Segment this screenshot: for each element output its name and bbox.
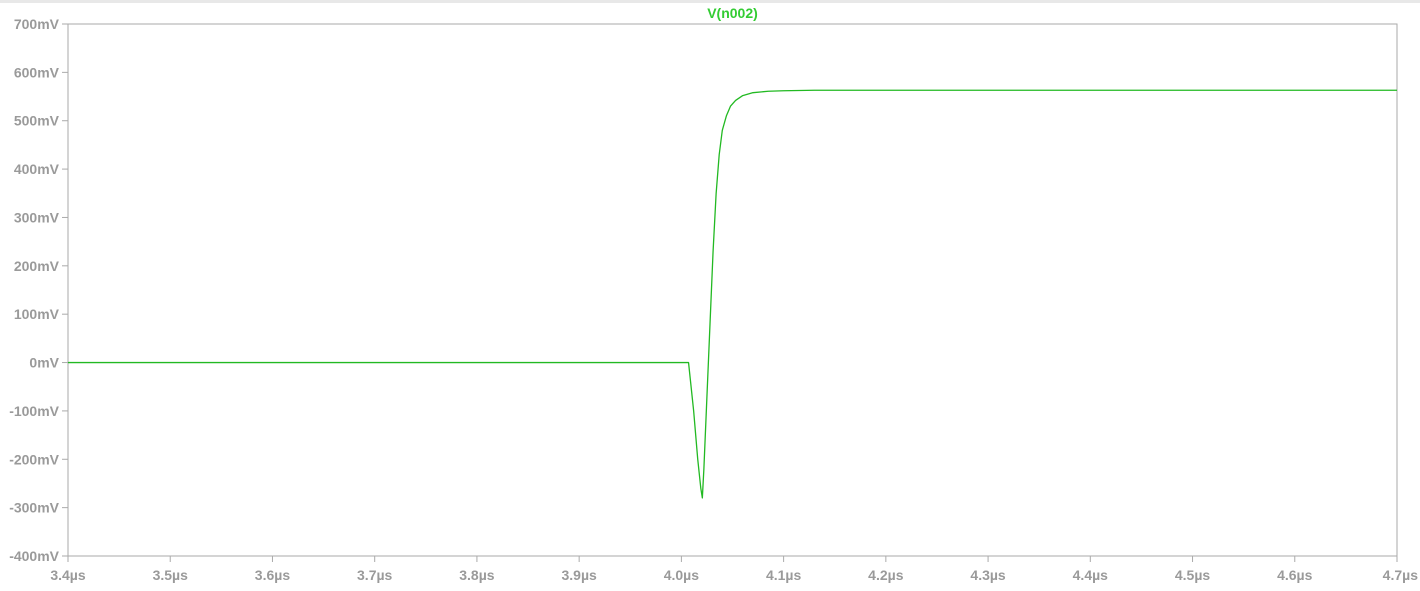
x-tick-label: 4.7µs (1383, 567, 1419, 583)
x-tick-label: 4.0µs (664, 567, 700, 583)
y-tick-label: 700mV (14, 16, 60, 32)
x-tick-label: 4.4µs (1073, 567, 1109, 583)
x-tick-label: 4.5µs (1175, 567, 1211, 583)
y-tick-label: 600mV (14, 64, 60, 80)
x-tick-label: 3.5µs (153, 567, 189, 583)
x-tick-label: 3.8µs (459, 567, 495, 583)
y-tick-label: 100mV (14, 306, 60, 322)
y-tick-label: -100mV (9, 403, 59, 419)
x-tick-label: 4.1µs (766, 567, 802, 583)
window-top-edge (0, 0, 1420, 3)
plot-frame (67, 23, 1398, 557)
x-tick-label: 4.3µs (970, 567, 1006, 583)
y-tick-label: -200mV (9, 451, 59, 467)
x-axis: 3.4µs 3.5µs 3.6µs 3.7µs 3.8µs 3.9µs 4.0µs 4.1µs… (50, 556, 1418, 583)
y-tick-label: 500mV (14, 113, 60, 129)
x-tick-label: 3.6µs (255, 567, 291, 583)
x-tick-label: 3.7µs (357, 567, 393, 583)
y-axis: 700mV 600mV 500mV 400mV 300mV 200mV 100mV 0mV -1… (9, 16, 68, 564)
x-tick-label: 3.9µs (561, 567, 597, 583)
y-tick-label: 0mV (29, 355, 59, 371)
x-tick-label: 3.4µs (50, 567, 86, 583)
y-tick-label: 200mV (14, 258, 60, 274)
x-tick-label: 4.2µs (868, 567, 904, 583)
trace-v-n002[interactable] (68, 89, 1397, 499)
y-tick-label: -300mV (9, 500, 59, 516)
y-tick-label: 300mV (14, 209, 60, 225)
trace-title[interactable]: V(n002) (707, 5, 758, 21)
y-tick-label: 400mV (14, 161, 60, 177)
x-tick-label: 4.6µs (1277, 567, 1313, 583)
y-tick-label: -400mV (9, 548, 59, 564)
